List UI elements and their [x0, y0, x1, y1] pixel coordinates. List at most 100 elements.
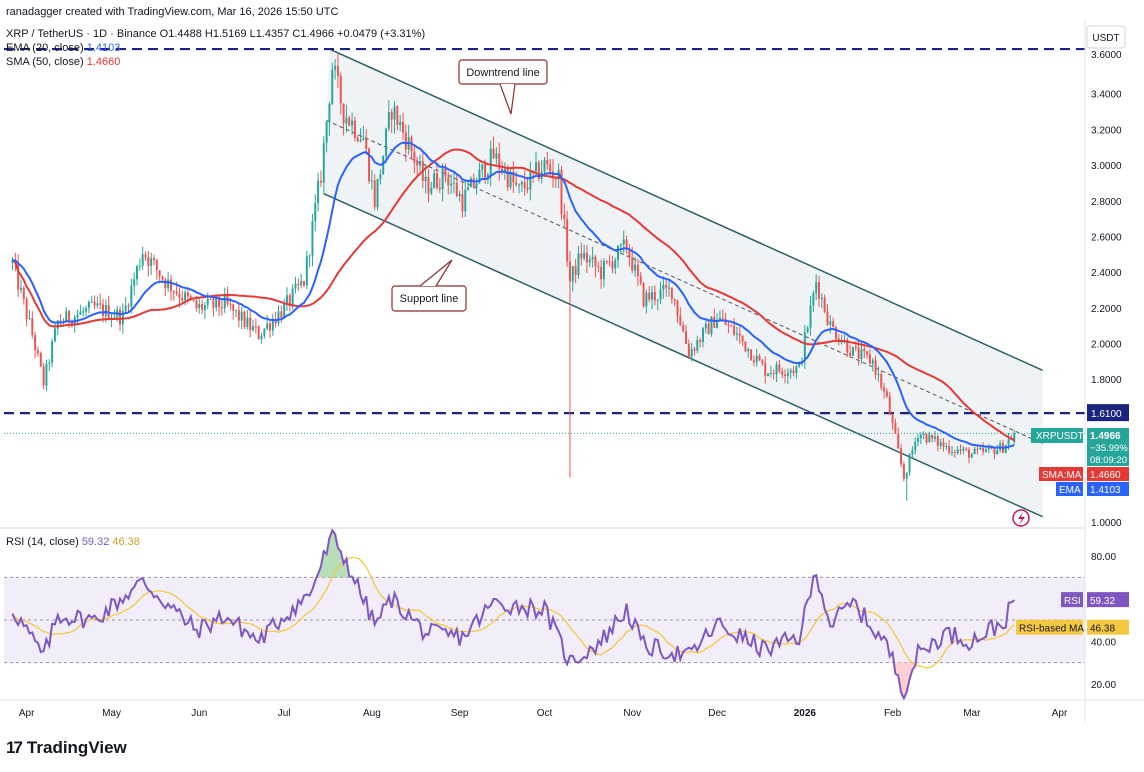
candle-body — [566, 218, 569, 262]
candle-body — [526, 187, 529, 190]
candle-body — [591, 256, 594, 260]
tradingview-logo-icon: 17 — [6, 738, 23, 757]
candle-body — [385, 128, 388, 157]
candle-body — [917, 438, 920, 442]
candle-body — [82, 311, 85, 313]
candle-body — [311, 221, 314, 256]
candle-body — [721, 317, 724, 319]
candle-body — [568, 261, 571, 282]
candle-body — [257, 326, 260, 340]
candle-body — [393, 106, 396, 120]
candle-body — [353, 120, 356, 138]
legend-ema: EMA (20, close) 1.4103 — [6, 41, 120, 55]
candle-body — [17, 263, 20, 290]
candle-body — [685, 331, 687, 344]
candle-body — [987, 447, 990, 450]
candle-body — [665, 285, 668, 288]
candle-body — [965, 448, 968, 450]
candle-body — [529, 170, 532, 190]
candle-body — [622, 239, 625, 245]
candle-body — [772, 373, 775, 375]
candle-body — [240, 311, 243, 321]
candle-body — [877, 374, 880, 376]
time-tick-label: Dec — [708, 708, 726, 719]
candle-body — [368, 148, 371, 182]
candle-body — [543, 160, 546, 172]
candle-body — [263, 328, 266, 336]
candle-body — [914, 441, 917, 451]
candle-body — [472, 178, 475, 188]
candle-body — [738, 333, 741, 336]
candle-body — [727, 324, 730, 326]
candle-body — [215, 296, 218, 308]
candle-body — [551, 171, 554, 179]
candle-body — [546, 160, 549, 165]
candle-body — [699, 340, 702, 342]
candle-body — [973, 448, 976, 455]
candle-body — [520, 182, 523, 185]
candle-body — [792, 370, 795, 374]
candle-body — [809, 305, 812, 328]
time-tick-label: Sep — [451, 708, 469, 719]
candle-body — [218, 296, 221, 308]
candle-body — [617, 245, 620, 260]
candle-body — [707, 323, 710, 335]
ema-axis-value: 1.4103 — [1090, 485, 1121, 496]
candle-body — [908, 454, 911, 473]
candle-body — [506, 168, 509, 188]
candle-body — [1004, 445, 1007, 453]
candle-body — [317, 180, 320, 204]
candle-body — [846, 339, 849, 353]
candle-body — [376, 178, 379, 208]
candle-body — [11, 260, 14, 264]
candle-body — [730, 325, 733, 327]
ema-tag: EMA — [1059, 485, 1081, 496]
candle-body — [891, 414, 894, 424]
candle-body — [854, 346, 857, 348]
candle-body — [614, 259, 617, 269]
axes: USDT 3.6000 3.4000 3.2000 3.0000 2.8000 2.6000… — [0, 20, 1144, 722]
candle-body — [501, 168, 504, 173]
candle-body — [585, 252, 588, 263]
candle-body — [486, 174, 489, 180]
time-tick-label: Oct — [537, 708, 553, 719]
candle-body — [28, 318, 31, 320]
candle-body — [549, 164, 552, 172]
candle-body — [594, 256, 597, 267]
candle-body — [308, 255, 311, 257]
candle-body — [246, 317, 249, 328]
candle-body — [716, 319, 719, 328]
candle-body — [334, 66, 337, 70]
candle-body — [888, 396, 891, 415]
candle-body — [70, 322, 73, 326]
level-label: 1.6100 — [1091, 409, 1122, 420]
candle-body — [475, 183, 478, 188]
candle-body — [169, 279, 172, 292]
candle-body — [331, 69, 334, 105]
candle-body — [348, 117, 351, 126]
candle-body — [656, 299, 659, 301]
candle-body — [260, 335, 263, 340]
level-label-box — [1087, 404, 1129, 422]
time-tick-label: Jun — [191, 708, 207, 719]
candle-body — [1007, 439, 1010, 446]
candle-body — [430, 187, 433, 194]
price-tick-label: 3.6000 — [1091, 50, 1122, 61]
candle-body — [628, 249, 631, 258]
candle-body — [537, 162, 540, 179]
candle-body — [755, 355, 758, 363]
candle-body — [823, 297, 826, 312]
candle-body — [404, 132, 407, 150]
candle-body — [42, 366, 45, 386]
candle-body — [198, 303, 201, 308]
candle-body — [34, 335, 37, 351]
candle-body — [76, 314, 79, 317]
candle-body — [271, 319, 274, 331]
legend-rsi: RSI (14, close) 59.32 46.38 — [6, 535, 140, 549]
time-tick-label: Nov — [623, 708, 641, 719]
rsi-overbought-fill — [316, 530, 818, 578]
candle-body — [39, 353, 42, 367]
candle-body — [670, 287, 673, 300]
candle-body — [362, 138, 365, 140]
candle-body — [668, 287, 671, 289]
